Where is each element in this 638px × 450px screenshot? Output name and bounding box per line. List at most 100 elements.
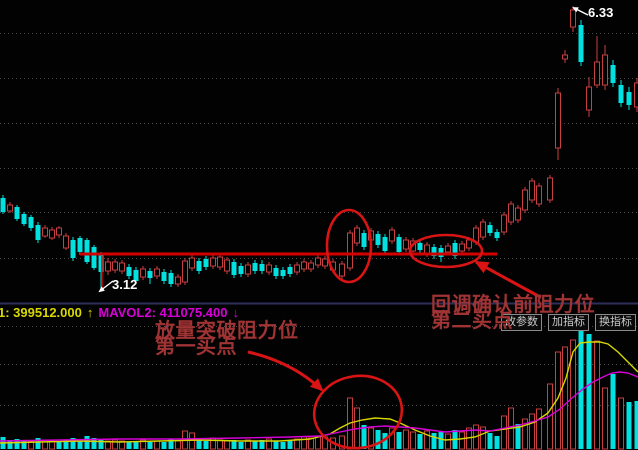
volume-bar — [487, 433, 493, 449]
candle-body — [570, 9, 576, 28]
volume-bar — [626, 402, 632, 449]
candle-body — [339, 263, 345, 277]
annotation-line-1: 回调确认前阻力位 — [431, 294, 595, 316]
volume-bar — [610, 374, 616, 449]
candle-body — [508, 203, 514, 223]
candle-body — [175, 276, 181, 285]
candle-body — [63, 235, 69, 249]
candle-body — [14, 207, 20, 219]
volume-bar — [396, 432, 402, 449]
up-arrow-icon: ↑ — [86, 304, 94, 320]
annotation-line-2: 第二买点 — [431, 310, 513, 332]
volume-bar — [238, 442, 244, 449]
candle-body — [403, 239, 409, 250]
volume-bar — [586, 334, 592, 449]
candle-body — [217, 256, 223, 268]
candle-body — [238, 266, 244, 274]
mavol2-value: MAVOL2: 411075.400 — [98, 304, 228, 320]
candle-body — [586, 86, 592, 111]
volume-bar — [217, 439, 223, 450]
mavol1-value: 1: 399512.000 — [0, 304, 82, 320]
candle-body — [231, 262, 237, 275]
volume-bar — [417, 434, 423, 449]
arrow-head — [474, 261, 490, 274]
candle-body — [280, 270, 286, 276]
volume-bar — [618, 397, 624, 450]
volume-bar — [273, 441, 279, 449]
volume-bar — [529, 413, 535, 450]
candle-body — [547, 177, 553, 201]
candle-body — [610, 65, 616, 83]
volume-bar — [266, 438, 272, 450]
volume-bar — [91, 438, 97, 449]
candle-body — [91, 247, 97, 268]
candle-body — [42, 227, 48, 237]
candle-body — [515, 207, 521, 221]
candle-body — [210, 257, 216, 267]
candle-body — [259, 264, 265, 271]
candle-body — [182, 260, 188, 283]
candle-body — [287, 267, 293, 274]
arrow-head — [309, 378, 324, 392]
indicator-button-row: 改参数 加指标 换指标 — [501, 314, 636, 331]
candle-body — [112, 261, 118, 271]
volume-bar — [294, 438, 300, 450]
volume-bar — [522, 418, 528, 450]
candle-body — [161, 272, 167, 281]
volume-bar — [287, 441, 293, 449]
volume-bar — [98, 439, 104, 449]
candle-body — [417, 243, 423, 250]
volume-bar — [147, 442, 153, 449]
volume-bar — [480, 426, 486, 450]
volume-bar — [126, 442, 132, 449]
low-price-label: 3.12 — [112, 277, 138, 292]
candle-body — [168, 273, 174, 284]
candle-body — [77, 238, 83, 252]
down-arrow-icon: ↓ — [232, 304, 239, 320]
arrow-head — [98, 286, 105, 293]
candle-body — [459, 243, 465, 252]
add-indicator-button[interactable]: 加指标 — [548, 314, 589, 331]
arrow-head — [572, 7, 579, 13]
volume-bar — [494, 436, 500, 449]
candle-body — [301, 261, 307, 270]
change-params-button[interactable]: 改参数 — [501, 314, 542, 331]
volume-bar — [112, 439, 118, 450]
volume-bar — [410, 431, 416, 450]
candle-body — [315, 257, 321, 266]
volume-bar — [70, 438, 76, 449]
candle-body — [634, 82, 638, 108]
volume-bar — [375, 430, 381, 449]
volume-bar — [7, 440, 13, 449]
candle-body — [347, 232, 353, 269]
annotation-line-2: 第一买点 — [155, 336, 237, 358]
candle-body — [529, 180, 535, 201]
candle-body — [322, 258, 328, 267]
candle-body — [294, 264, 300, 273]
candle-body — [522, 189, 528, 211]
candle-body — [626, 92, 632, 105]
volume-bar — [245, 439, 251, 450]
volume-bar — [562, 346, 568, 450]
volume-bar — [339, 435, 345, 450]
candle-body — [555, 92, 561, 149]
volume-bar — [84, 436, 90, 449]
volume-bar — [634, 401, 638, 449]
candle-body — [147, 271, 153, 278]
volume-bar — [189, 432, 195, 450]
volume-bar — [63, 440, 69, 449]
candle-body — [203, 259, 209, 267]
volume-bar — [231, 440, 237, 449]
volume-bar — [35, 438, 41, 449]
candle-body — [245, 264, 251, 275]
switch-indicator-button[interactable]: 换指标 — [595, 314, 636, 331]
candle-body — [70, 240, 76, 258]
candle-body — [35, 225, 41, 240]
candle-body — [98, 255, 104, 272]
candle-body — [308, 262, 314, 270]
volume-bar — [154, 440, 160, 450]
volume-bar — [161, 442, 167, 449]
volume-bar — [515, 424, 521, 449]
volume-bar — [536, 408, 542, 450]
